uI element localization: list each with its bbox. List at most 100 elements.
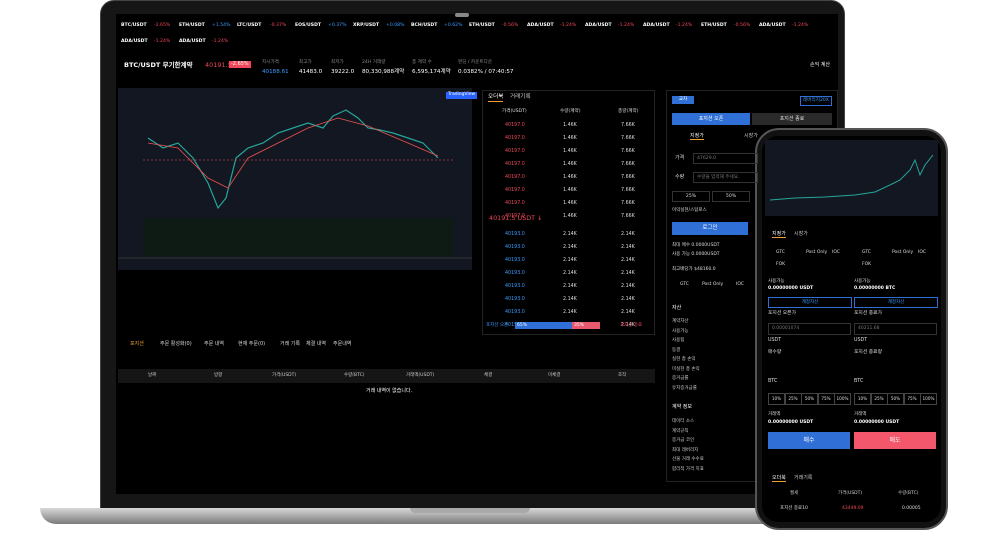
positions-tab[interactable]: 주문내역 — [333, 341, 352, 347]
positions-tab[interactable]: 체결 내역 — [306, 341, 326, 347]
empty-message: 거래 내역이 없습니다. — [366, 388, 413, 394]
phone-action-button[interactable]: 매수 — [768, 432, 850, 449]
positions-tab[interactable]: 주문 내역 — [204, 341, 224, 347]
pct-button[interactable]: 50% — [712, 191, 750, 202]
phone-pct[interactable]: 100% — [834, 393, 851, 405]
limit-tab[interactable]: 지정가 — [690, 133, 704, 140]
phone-tif[interactable]: Post Only — [892, 250, 914, 255]
phone-price-input[interactable]: 0.00001074 — [768, 323, 851, 335]
asset-row: 사용됨 — [672, 338, 685, 343]
phone-amount-label: 거래액 — [768, 412, 781, 417]
ticker-pair: ADA/USDT — [585, 23, 612, 28]
phone-amount-label: 거래액 — [854, 412, 867, 417]
bid-cell: 40193.0 — [505, 271, 525, 276]
positions-tab[interactable]: 현재 주문(0) — [238, 341, 266, 347]
orderbook-header: 가격(USDT) — [502, 109, 527, 114]
mid-price: 40191.5 USDT ↓ — [489, 214, 543, 222]
ticker-change: +0.37% — [328, 23, 347, 28]
phone-tif[interactable]: Post Only — [806, 250, 828, 255]
phone-qty-unit: BTC — [768, 379, 778, 384]
phone-account-button[interactable]: 계정자산 — [854, 297, 938, 308]
phone-pct[interactable]: 25% — [870, 393, 888, 405]
stat-value: 0.0382% / 07:40:57 — [458, 69, 514, 75]
tif-option[interactable]: Post Only — [702, 282, 724, 287]
phone-action-button[interactable]: 매도 — [854, 432, 936, 449]
close-tab[interactable]: 포지션 종료 — [752, 113, 832, 125]
phone-tif[interactable]: FOK — [776, 262, 786, 267]
ticker-pair: ADA/USDT — [527, 23, 554, 28]
phone-price-input[interactable]: 40211.68 — [854, 323, 937, 335]
close-ratio: 35% — [572, 322, 600, 329]
ask-cell: 40197.0 — [505, 149, 525, 154]
leverage[interactable]: 레버리지20X — [800, 96, 832, 106]
bid-cell: 2.14K — [621, 258, 635, 263]
stat-label: 펀딩 / 카운트다운 — [458, 60, 493, 65]
ask-cell: 40197.0 — [505, 162, 525, 167]
phone-pct[interactable]: 10% — [768, 393, 785, 405]
phone-pct[interactable]: 75% — [903, 393, 921, 405]
phone-avail: 0.00000000 BTC — [854, 286, 896, 291]
ask-cell: 7.66K — [621, 136, 635, 141]
ask-cell: 7.66K — [621, 175, 635, 180]
asset-row: 계약자산 — [672, 319, 689, 324]
phone-book-header: 수량(BTC) — [898, 491, 919, 496]
phone-book-tab[interactable]: 오더북 — [772, 475, 786, 482]
margin-mode[interactable]: 교차 — [672, 96, 694, 104]
ask-cell: 7.66K — [621, 149, 635, 154]
table-header: 미체결 — [548, 373, 561, 378]
phone-limit-tab[interactable]: 지정가 — [772, 231, 786, 238]
orderbook-tab[interactable]: 오더북 — [488, 94, 504, 102]
phone-tif[interactable]: GTC — [776, 250, 785, 255]
ask-cell: 7.66K — [621, 214, 635, 219]
stat-label: 최저가 — [331, 60, 344, 65]
phone-tif[interactable]: IOC — [832, 250, 841, 255]
ask-cell: 7.66K — [621, 201, 635, 206]
bid-cell: 2.14K — [621, 271, 635, 276]
phone-tif[interactable]: GTC — [862, 250, 871, 255]
phone-market-tab[interactable]: 시장가 — [794, 231, 808, 237]
phone-qty-label: 포지션 종료량 — [854, 350, 883, 355]
tpsl-checkbox[interactable]: 이익실현/스탑로스 — [672, 208, 707, 213]
bid-cell: 40193.0 — [505, 297, 525, 302]
positions-tab[interactable]: 거래 기록 — [280, 341, 300, 347]
phone-pct[interactable]: 75% — [817, 393, 835, 405]
positions-tab[interactable]: 주문 활성화(0) — [160, 341, 192, 347]
orderbook-panel — [482, 90, 655, 335]
phone-pct[interactable]: 50% — [801, 393, 818, 405]
phone-account-button[interactable]: 계정자산 — [768, 297, 852, 308]
login-button[interactable]: 로그인 — [672, 222, 748, 235]
bid-cell: 2.14K — [621, 284, 635, 289]
phone-pct[interactable]: 10% — [854, 393, 871, 405]
bid-cell: 2.14K — [563, 258, 577, 263]
qty-input[interactable]: 수량을 입력해 주세요. — [693, 172, 758, 183]
ask-cell: 1.46K — [563, 136, 577, 141]
assets-title: 자산 — [672, 305, 682, 311]
price-input[interactable]: 47629.0 — [693, 153, 758, 164]
phone-pct[interactable]: 50% — [887, 393, 904, 405]
ticker-pair: BTC/USDT — [121, 23, 147, 28]
info-row: 선물 거래 수수료 — [672, 457, 704, 462]
trades-tab[interactable]: 거래기록 — [510, 94, 531, 100]
phone-tif[interactable]: FOK — [862, 262, 872, 267]
phone-tif[interactable]: IOC — [918, 250, 927, 255]
available: 사용 가능 0.0000USDT — [672, 252, 720, 257]
tif-option[interactable]: IOC — [736, 282, 745, 287]
asset-row: 사용가능 — [672, 328, 689, 334]
ticker-pair: ETH/USDT — [701, 23, 727, 28]
market-tab[interactable]: 시장가 — [744, 133, 758, 139]
tif-option[interactable]: GTC — [680, 282, 689, 287]
qty-label: 수량 — [675, 174, 685, 180]
ask-cell: 40197.0 — [505, 201, 525, 206]
info-row: 계약규칙 — [672, 428, 689, 434]
bid-cell: 2.14K — [621, 245, 635, 250]
ticker-pair: BCH/USDT — [411, 23, 438, 28]
positions-tab[interactable]: 포지션 — [130, 341, 144, 347]
phone-pct[interactable]: 25% — [784, 393, 802, 405]
ticker-pair: XRP/USDT — [353, 23, 380, 28]
ask-cell: 7.66K — [621, 188, 635, 193]
ticker-change: +1.54% — [212, 23, 231, 28]
phone-trades-tab[interactable]: 거래기록 — [794, 475, 813, 481]
pct-button[interactable]: 25% — [672, 191, 710, 202]
phone-pct[interactable]: 100% — [920, 393, 937, 405]
open-tab[interactable]: 포지션 오픈 — [672, 113, 750, 125]
